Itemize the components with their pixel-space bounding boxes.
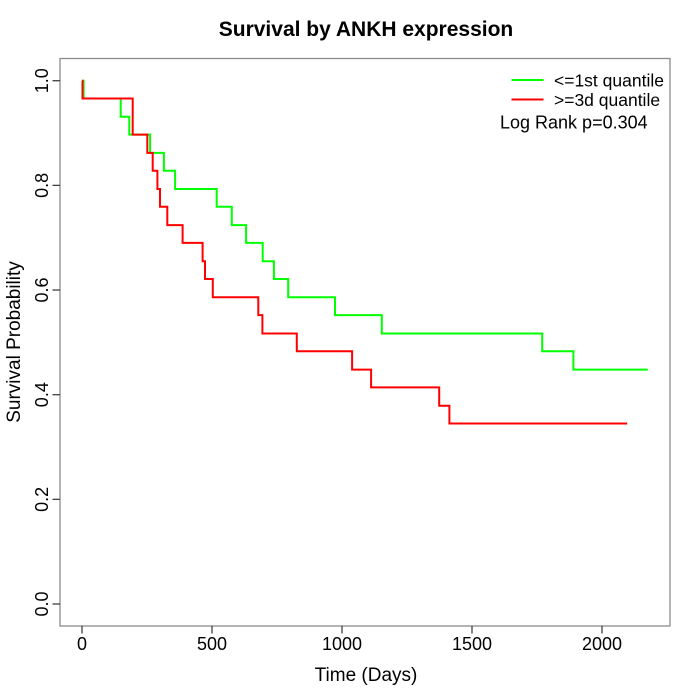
logrank-annotation: Log Rank p=0.304 — [500, 113, 648, 133]
km-curve-quantile1 — [82, 79, 648, 371]
x-axis-ticks: 0 500 1000 1500 2000 — [77, 626, 622, 654]
x-tick-label: 2000 — [582, 634, 622, 654]
legend-label-quantile3: >=3d quantile — [554, 90, 660, 110]
x-tick-label: 0 — [77, 634, 87, 654]
y-tick-label: 0.4 — [32, 382, 52, 407]
y-axis-ticks: 0.0 0.2 0.4 0.6 0.8 1.0 — [32, 68, 60, 617]
x-tick-label: 500 — [197, 634, 227, 654]
y-tick-label: 0.2 — [32, 487, 52, 512]
survival-curves — [81, 79, 648, 425]
y-tick-label: 1.0 — [32, 68, 52, 93]
x-tick-label: 1500 — [452, 634, 492, 654]
y-tick-label: 0.8 — [32, 173, 52, 198]
y-tick-label: 0.0 — [32, 591, 52, 616]
chart-title: Survival by ANKH expression — [219, 18, 514, 41]
x-axis-label: Time (Days) — [315, 665, 418, 686]
legend-label-quantile1: <=1st quantile — [554, 71, 664, 91]
km-curve-quantile3 — [81, 79, 628, 425]
y-axis-label: Survival Probability — [4, 261, 25, 423]
y-tick-label: 0.6 — [32, 278, 52, 303]
plot-box — [59, 57, 671, 627]
legend: <=1st quantile >=3d quantile Log Rank p=… — [500, 71, 664, 133]
x-tick-label: 1000 — [322, 634, 362, 654]
